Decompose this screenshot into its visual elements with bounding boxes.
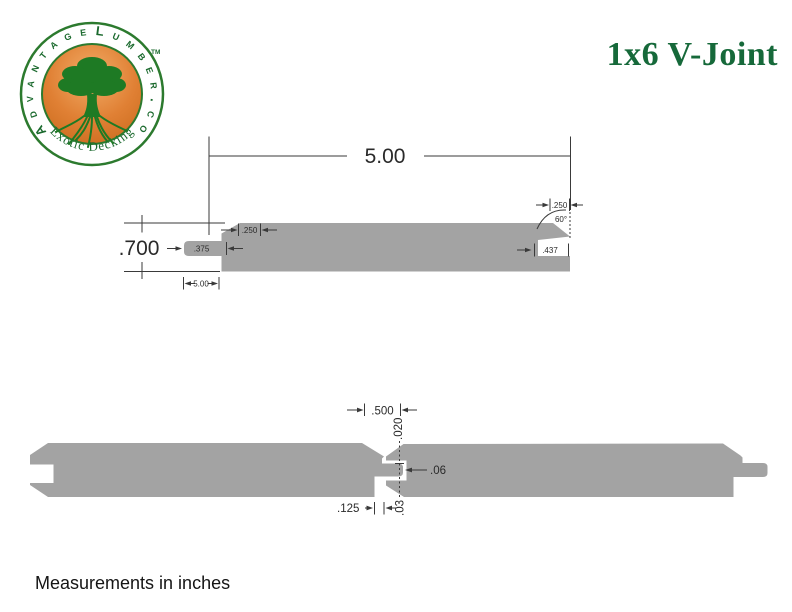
dim-top-left-chamfer-graphics (221, 223, 277, 236)
dim-thickness-graphics (124, 215, 225, 279)
cross-section-board (184, 223, 570, 272)
dim-bottom-gap: .03 (395, 500, 407, 516)
company-logo: AdvantageLumber.com TM Exotic Decking (12, 16, 165, 167)
dim-top-right-chamfer-graphics (536, 198, 583, 211)
measurement-note: Measurements in inches (35, 573, 231, 593)
dim-chamfer-angle-graphics (536, 209, 571, 238)
side-view-drawing: .500 .020 .06 .125 (30, 403, 768, 516)
dim-v-groove-width-graphics (347, 403, 417, 416)
dim-groove-depth-graphics (517, 243, 569, 257)
side-view-left-board (30, 443, 403, 497)
cross-section-drawing: 5.00 .700 .250 (119, 136, 583, 290)
dim-v-gap: .020 (393, 418, 405, 440)
dim-overall-width-graphics (208, 136, 571, 235)
dim-tongue-thickness-graphics (167, 242, 243, 255)
dim-end-clearance: .06 (430, 465, 446, 477)
dim-tongue-length-graphics (183, 277, 220, 290)
dim-tongue-length: 5.00 (193, 280, 209, 289)
dim-bottom-setback-graphics (365, 502, 396, 515)
dim-bottom-setback: .125 (337, 503, 359, 515)
page-title: 1x6 V-Joint (606, 36, 778, 73)
dim-thickness: .700 (119, 237, 160, 260)
dim-groove-depth: .437 (542, 246, 558, 255)
logo-tree-icon (55, 57, 128, 148)
trademark-text: TM (151, 49, 160, 56)
dim-end-clearance-graphics (405, 467, 427, 473)
side-view-right-board (386, 443, 768, 497)
dim-v-gap-graphics (395, 441, 404, 498)
dim-v-groove-width: .500 (371, 406, 393, 418)
dim-overall-width: 5.00 (365, 145, 406, 168)
dim-top-right-chamfer: .250 (552, 201, 568, 210)
dim-chamfer-angle: 60° (555, 215, 567, 224)
dim-tongue-thickness: .375 (194, 245, 210, 254)
dim-top-left-chamfer: .250 (242, 226, 258, 235)
